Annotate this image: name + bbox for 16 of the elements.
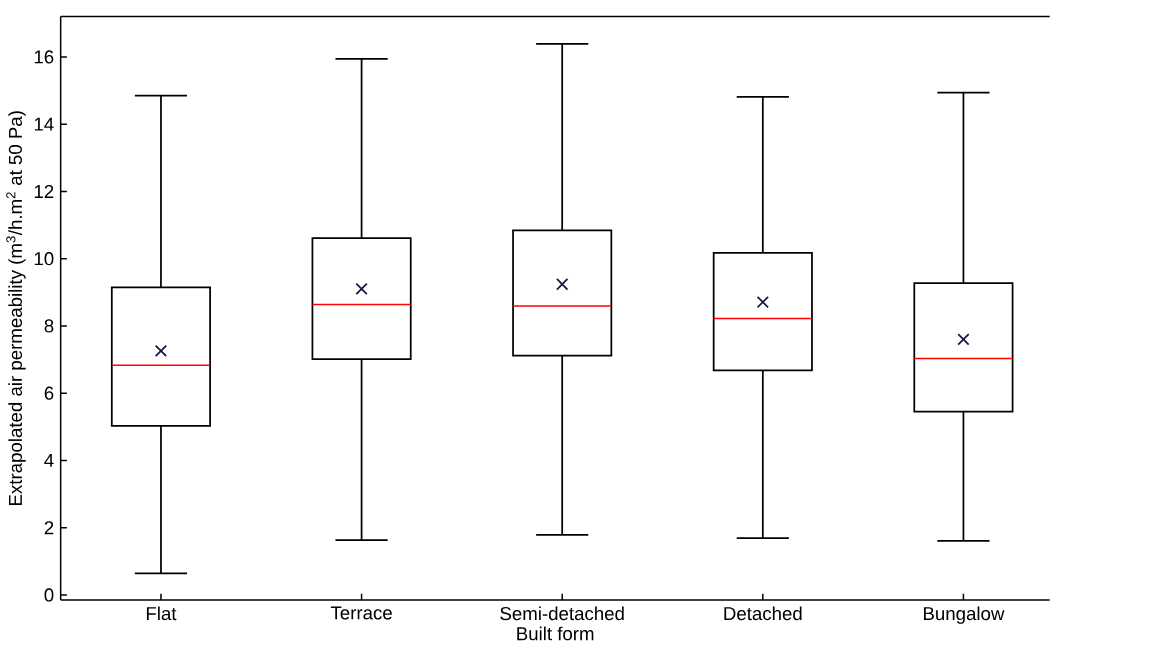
y-tick-label: 10 — [34, 252, 54, 266]
x-tick-label: Flat — [146, 606, 177, 621]
y-tick-label: 16 — [34, 50, 54, 64]
y-tick-label: 2 — [44, 521, 54, 535]
x-tick-label: Bungalow — [923, 606, 1005, 624]
y-tick-label: 6 — [44, 386, 54, 400]
y-tick-label: 0 — [44, 588, 54, 602]
y-tick-label: 12 — [34, 184, 54, 199]
x-tick-label: Semi-detached — [500, 606, 624, 621]
x-axis-title: Built form — [517, 626, 594, 641]
x-tick-label: Terrace — [330, 606, 392, 620]
y-tick-label: 4 — [44, 454, 54, 467]
x-tick-label: Detached — [724, 606, 802, 621]
y-tick-label: 14 — [34, 117, 54, 131]
y-tick-label: 8 — [44, 319, 54, 333]
y-axis-title: Extrapolated air permeability (m$^{3}$/h.m$^{2}$ at 50 Pa) — [6, 111, 26, 506]
